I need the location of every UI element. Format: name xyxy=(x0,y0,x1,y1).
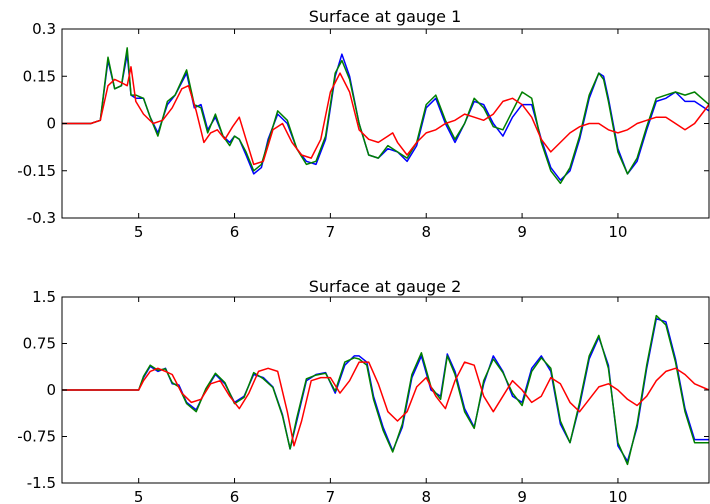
y-tick-label: -1.5 xyxy=(27,474,56,492)
y-tick-label: 0 xyxy=(46,381,56,399)
gauge-1-panel: Surface at gauge 1 5 6 7 8 9 10 0.3 0.15 0 -0.15 -… xyxy=(17,7,710,241)
series-line-2 xyxy=(62,314,709,466)
series-line-3 xyxy=(62,66,709,166)
series-line-1 xyxy=(62,317,709,463)
x-tick-label: 8 xyxy=(421,488,431,504)
x-tick-label: 6 xyxy=(230,488,240,504)
series-line-3 xyxy=(62,361,709,447)
chart-title: Surface at gauge 2 xyxy=(309,277,462,296)
x-tick-label: 10 xyxy=(608,488,627,504)
y-tick-label: 0.3 xyxy=(32,20,56,38)
y-tick-label: 0.15 xyxy=(23,67,56,85)
x-tick-label: 9 xyxy=(517,223,527,241)
y-tick-label: -0.15 xyxy=(17,162,56,180)
x-tick-label: 7 xyxy=(326,488,336,504)
x-tick-label: 9 xyxy=(517,488,527,504)
plot-area xyxy=(62,47,709,185)
x-tick-label: 7 xyxy=(326,223,336,241)
series-line-2 xyxy=(62,47,709,185)
plot-area xyxy=(62,314,709,466)
x-tick-label: 5 xyxy=(134,223,144,241)
y-tick-label: -0.75 xyxy=(17,428,56,446)
y-tick-label: 1.5 xyxy=(32,288,56,306)
x-tick-label: 5 xyxy=(134,488,144,504)
x-tick-label: 6 xyxy=(230,223,240,241)
x-tick-label: 8 xyxy=(421,223,431,241)
gauge-2-panel: Surface at gauge 2 5 6 7 8 9 10 1.5 0.75 0 -0.75 -… xyxy=(17,277,710,504)
y-tick-label: 0 xyxy=(46,115,56,133)
x-tick-label: 10 xyxy=(608,223,627,241)
y-tick-label: 0.75 xyxy=(23,335,56,353)
y-tick-label: -0.3 xyxy=(27,209,56,227)
chart-title: Surface at gauge 1 xyxy=(309,7,462,26)
